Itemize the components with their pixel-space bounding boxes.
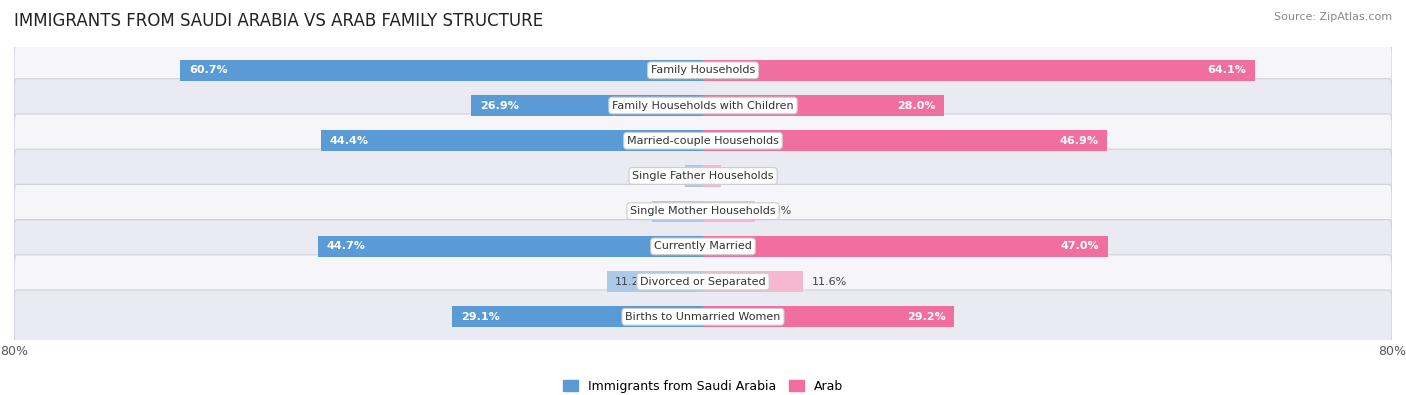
Bar [321, 130, 703, 151]
Text: Currently Married: Currently Married [654, 241, 752, 251]
Bar [703, 130, 1107, 151]
Bar [453, 306, 703, 327]
FancyBboxPatch shape [14, 290, 1392, 344]
Text: Family Households with Children: Family Households with Children [612, 100, 794, 111]
Bar [703, 271, 803, 292]
Text: Married-couple Households: Married-couple Households [627, 136, 779, 146]
Text: Single Father Households: Single Father Households [633, 171, 773, 181]
Text: 11.6%: 11.6% [811, 276, 846, 287]
FancyBboxPatch shape [14, 255, 1392, 308]
Legend: Immigrants from Saudi Arabia, Arab: Immigrants from Saudi Arabia, Arab [558, 375, 848, 395]
Text: 2.1%: 2.1% [693, 171, 721, 181]
FancyBboxPatch shape [14, 43, 1392, 97]
Bar [606, 271, 703, 292]
FancyBboxPatch shape [14, 114, 1392, 167]
Bar [703, 306, 955, 327]
Bar [685, 166, 703, 186]
Text: 44.4%: 44.4% [329, 136, 368, 146]
Text: 11.2%: 11.2% [616, 276, 651, 287]
Bar [318, 236, 703, 257]
Bar [471, 95, 703, 116]
Text: 46.9%: 46.9% [1059, 136, 1098, 146]
Bar [703, 95, 945, 116]
Bar [703, 166, 721, 186]
Text: 29.1%: 29.1% [461, 312, 499, 322]
Text: IMMIGRANTS FROM SAUDI ARABIA VS ARAB FAMILY STRUCTURE: IMMIGRANTS FROM SAUDI ARABIA VS ARAB FAM… [14, 12, 543, 30]
FancyBboxPatch shape [14, 149, 1392, 203]
Text: 28.0%: 28.0% [897, 100, 935, 111]
Text: Births to Unmarried Women: Births to Unmarried Women [626, 312, 780, 322]
Text: 26.9%: 26.9% [479, 100, 519, 111]
Text: 64.1%: 64.1% [1208, 65, 1246, 75]
FancyBboxPatch shape [14, 220, 1392, 273]
Text: 5.9%: 5.9% [661, 206, 689, 216]
Text: 60.7%: 60.7% [188, 65, 228, 75]
Bar [180, 60, 703, 81]
Bar [703, 201, 755, 222]
FancyBboxPatch shape [14, 79, 1392, 132]
Text: 2.1%: 2.1% [730, 171, 758, 181]
Text: Single Mother Households: Single Mother Households [630, 206, 776, 216]
Text: 6.0%: 6.0% [763, 206, 792, 216]
Bar [703, 60, 1256, 81]
FancyBboxPatch shape [14, 184, 1392, 238]
Text: 29.2%: 29.2% [907, 312, 946, 322]
Text: 47.0%: 47.0% [1060, 241, 1099, 251]
Text: Divorced or Separated: Divorced or Separated [640, 276, 766, 287]
Text: Source: ZipAtlas.com: Source: ZipAtlas.com [1274, 12, 1392, 22]
Bar [703, 236, 1108, 257]
Text: Family Households: Family Households [651, 65, 755, 75]
Text: 44.7%: 44.7% [326, 241, 366, 251]
Bar [652, 201, 703, 222]
